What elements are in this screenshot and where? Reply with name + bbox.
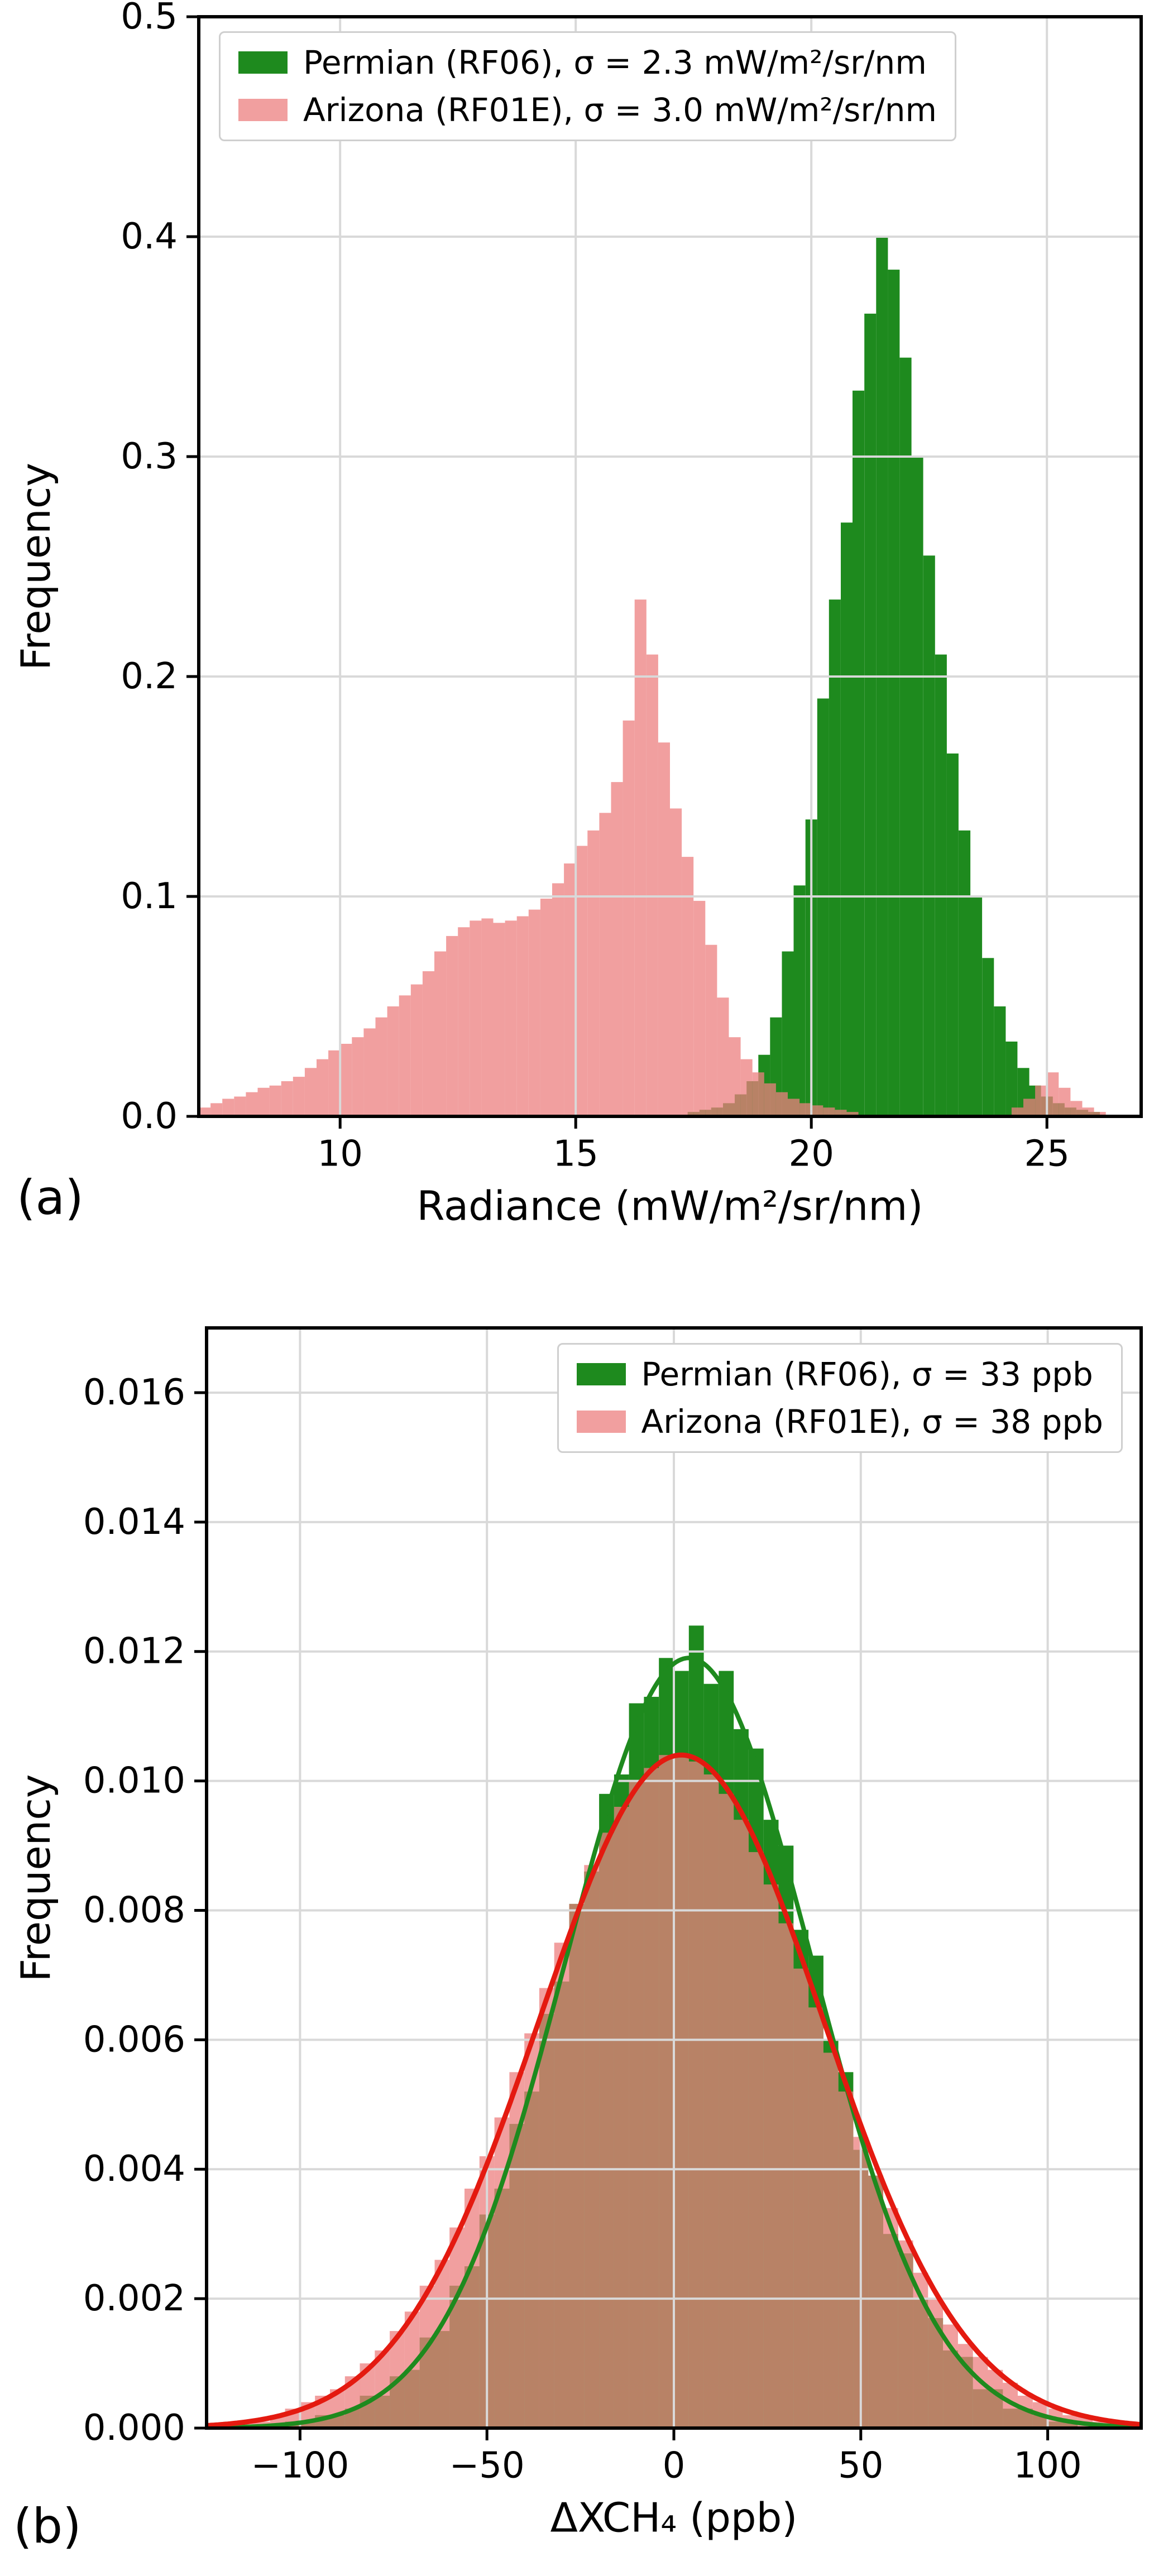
legend-item-permian: Permian (RF06), σ = 33 ppb [576, 1355, 1103, 1393]
y-tick-label: 0.1 [121, 876, 178, 917]
panel-b: −100 −50 0 50 100 0.000 0.002 0.004 0.006 0.008 0.… [0, 1234, 1154, 2576]
legend-swatch-arizona-icon [576, 1411, 626, 1433]
tick-labels: −100 −50 0 50 100 0.000 0.002 0.004 0.006 0.008 0.… [83, 1372, 1082, 2486]
curve-arizona-gaussian-fit [207, 1752, 1141, 2428]
y-tick-label: 0.014 [83, 1502, 185, 1543]
legend-label-arizona: Arizona (RF01E), σ = 3.0 mW/m²/sr/nm [303, 90, 937, 129]
legend-panel-b: Permian (RF06), σ = 33 ppb Arizona (RF01… [557, 1343, 1123, 1454]
legend-swatch-permian-icon [238, 51, 288, 74]
y-tick-label: 0.006 [83, 2019, 185, 2060]
x-axis-label: Radiance (mW/m²/sr/nm) [417, 1183, 923, 1230]
legend-label-permian: Permian (RF06), σ = 2.3 mW/m²/sr/nm [303, 44, 927, 81]
x-tick-label: −100 [251, 2445, 349, 2486]
y-tick-label: 0.002 [83, 2278, 185, 2319]
y-tick-label: 0.5 [121, 0, 178, 37]
xch4-histogram-chart: −100 −50 0 50 100 0.000 0.002 0.004 0.006 0.008 0.… [0, 1234, 1154, 2576]
y-tick-label: 0.008 [83, 1889, 185, 1931]
panel-a-tag: (a) [17, 1170, 84, 1226]
y-axis-label: Frequency [12, 463, 59, 670]
tick-labels: 10 15 20 25 0.0 0.1 0.2 0.3 0.4 0.5 [121, 0, 1070, 1174]
plot-area-a [199, 17, 1141, 1116]
bars-arizona-rf01e [199, 599, 1106, 1116]
y-tick-label: 0.4 [121, 216, 178, 257]
legend-swatch-permian-icon [576, 1363, 626, 1386]
legend-swatch-arizona-icon [238, 99, 288, 122]
legend-item-arizona: Arizona (RF01E), σ = 38 ppb [576, 1402, 1103, 1441]
bars-arizona-rf01e [240, 1755, 1123, 2428]
chart-svg-b: −100 −50 0 50 100 0.000 0.002 0.004 0.006 0.008 0.… [12, 1326, 1143, 2541]
curve-permian-gaussian-fit [207, 1656, 1141, 2428]
y-tick-label: 0.000 [83, 2407, 185, 2449]
y-axis-label: Frequency [12, 1774, 59, 1982]
legend-label-arizona: Arizona (RF01E), σ = 38 ppb [641, 1402, 1103, 1441]
x-axis-label: ΔXCH₄ (ppb) [550, 2495, 798, 2541]
y-tick-label: 0.2 [121, 656, 178, 697]
legend-item-permian: Permian (RF06), σ = 2.3 mW/m²/sr/nm [238, 44, 937, 81]
y-tick-label: 0.3 [121, 436, 178, 477]
legend-panel-a: Permian (RF06), σ = 2.3 mW/m²/sr/nm Ariz… [219, 31, 956, 142]
chart-svg-a: 10 15 20 25 0.0 0.1 0.2 0.3 0.4 0.5 Radiance (mW/m… [12, 0, 1143, 1230]
x-tick-label: 0 [663, 2445, 686, 2486]
radiance-histogram-chart: 10 15 20 25 0.0 0.1 0.2 0.3 0.4 0.5 Radiance (mW/m… [0, 0, 1154, 1234]
legend-item-arizona: Arizona (RF01E), σ = 3.0 mW/m²/sr/nm [238, 90, 937, 129]
plot-area-b [207, 1328, 1141, 2428]
y-tick-label: 0.012 [83, 1631, 185, 1672]
x-tick-label: 50 [838, 2445, 883, 2486]
y-tick-label: 0.004 [83, 2148, 185, 2190]
axes-frame [197, 15, 1143, 1118]
x-tick-label: −50 [449, 2445, 525, 2486]
x-tick-label: 25 [1024, 1133, 1069, 1174]
gridlines [199, 17, 1141, 1116]
x-tick-label: 20 [788, 1133, 834, 1174]
y-tick-label: 0.016 [83, 1372, 185, 1413]
x-tick-label: 10 [317, 1133, 362, 1174]
x-tick-label: 15 [553, 1133, 598, 1174]
y-tick-label: 0.010 [83, 1760, 185, 1802]
panel-a: 10 15 20 25 0.0 0.1 0.2 0.3 0.4 0.5 Radiance (mW/m… [0, 0, 1154, 1234]
gridlines [207, 1328, 1141, 2428]
y-tick-label: 0.0 [121, 1096, 178, 1137]
legend-label-permian: Permian (RF06), σ = 33 ppb [641, 1355, 1093, 1393]
x-tick-label: 100 [1014, 2445, 1082, 2486]
panel-b-tag: (b) [13, 2498, 82, 2554]
